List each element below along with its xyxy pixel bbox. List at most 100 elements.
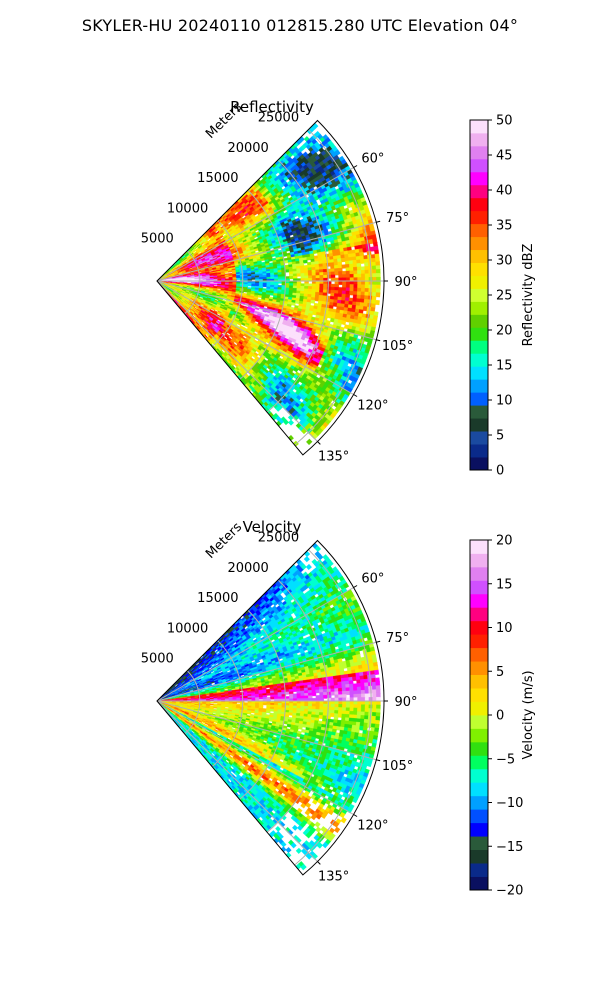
panel-title: Velocity	[243, 518, 302, 536]
radial-tick-label: 25000	[258, 111, 299, 126]
colorbar-tick-label: 50	[496, 114, 513, 129]
colorbar-tick-label: −20	[496, 884, 523, 899]
colorbar-segment	[470, 836, 488, 851]
colorbar-segment	[470, 145, 488, 160]
colorbar-tick-label: 20	[496, 534, 513, 549]
radial-tick-label: 15000	[197, 171, 238, 186]
colorbar-segment	[470, 223, 488, 238]
range-ring	[239, 609, 286, 800]
sector-outline	[156, 539, 385, 876]
reflectivity-panel: Reflectivity60°75°90°105°120°135°5000100…	[141, 98, 536, 479]
colorbar-segment	[470, 715, 488, 729]
radial-tick-label: 20000	[227, 141, 268, 156]
azimuth-tick-label: 60°	[361, 572, 384, 587]
colorbar-segment	[470, 379, 488, 393]
azimuth-gridline	[156, 221, 377, 282]
colorbar-segment	[470, 580, 488, 595]
colorbar-tick-label: −5	[496, 752, 515, 767]
azimuth-tick-label: 120°	[357, 399, 388, 414]
azimuth-gridline	[156, 167, 354, 282]
colorbar-segment	[470, 158, 488, 173]
azimuth-gridline	[156, 280, 354, 395]
colorbar-segment	[470, 768, 488, 783]
colorbar: −20 −15 −10 −5 0 5 10 15 20 Velocity (m/s)	[469, 534, 536, 899]
colorbar-segment	[470, 171, 488, 186]
colorbar-segment	[470, 728, 488, 743]
colorbar-segment	[470, 405, 488, 419]
colorbar-segment	[470, 755, 488, 770]
colorbar-segment	[470, 444, 488, 458]
colorbar-segment	[470, 120, 488, 134]
colorbar-segment	[470, 275, 488, 289]
radial-tick-label: 25000	[258, 531, 299, 546]
azimuth-tick-label: 135°	[318, 450, 349, 465]
colorbar-label: Velocity (m/s)	[521, 670, 536, 759]
colorbar-tick-label: 20	[496, 324, 513, 339]
figure-title: SKYLER-HU 20240110 012815.280 UTC Elevat…	[81, 16, 519, 35]
colorbar-segment	[470, 822, 488, 837]
azimuth-gridline	[156, 280, 377, 341]
polar-grid	[156, 129, 384, 446]
azimuth-tick-label: 75°	[386, 631, 409, 646]
radial-tick-label: 15000	[197, 591, 238, 606]
colorbar-segment	[470, 301, 488, 315]
colorbar-segment	[470, 566, 488, 581]
radial-tick-label: 10000	[167, 621, 208, 636]
range-ring	[294, 549, 372, 866]
azimuth-gridline	[156, 587, 354, 702]
colorbar-segment	[470, 674, 488, 689]
colorbar-segment	[470, 132, 488, 147]
colorbar-segment	[470, 314, 488, 328]
azimuth-tick-label: 90°	[394, 275, 417, 290]
colorbar-tick-label: 5	[496, 665, 504, 680]
radial-axis-label: Meters	[203, 520, 245, 562]
colorbar-segment	[470, 540, 488, 554]
colorbar-segment	[470, 327, 488, 341]
colorbar-segment	[470, 288, 488, 302]
colorbar-segment	[470, 876, 488, 891]
colorbar-segment	[470, 620, 488, 635]
colorbar-label: Reflectivity dBZ	[521, 244, 536, 347]
colorbar-tick-label: 0	[496, 464, 504, 479]
range-ring	[184, 250, 201, 315]
azimuth-gridline	[156, 700, 377, 761]
radial-tick-label: 10000	[167, 201, 208, 216]
radial-axis-label: Meters	[203, 100, 245, 142]
colorbar-segment	[470, 849, 488, 864]
azimuth-gridline	[156, 700, 318, 862]
range-ring	[266, 579, 329, 833]
range-ring	[239, 189, 286, 380]
colorbar-segment	[470, 661, 488, 676]
colorbar-segment	[470, 392, 488, 406]
colorbar-segment	[470, 782, 488, 797]
radar-field	[159, 122, 381, 448]
colorbar-tick-label: 10	[496, 394, 513, 409]
colorbar-tick-label: 5	[496, 429, 504, 444]
colorbar-segment	[470, 366, 488, 380]
colorbar-tick-label: 45	[496, 149, 513, 164]
colorbar-tick-label: 25	[496, 289, 513, 304]
range-ring	[294, 129, 372, 446]
colorbar-tick-label: 0	[496, 709, 504, 724]
colorbar-segment	[470, 607, 488, 622]
colorbar-segment	[470, 701, 488, 716]
colorbar-segment	[470, 688, 488, 702]
range-ring	[211, 220, 244, 348]
range-ring	[266, 159, 329, 413]
colorbar-segment	[470, 210, 488, 225]
azimuth-tick-label: 135°	[318, 870, 349, 885]
colorbar-segment	[470, 236, 488, 251]
colorbar-segment	[470, 634, 488, 649]
polar-grid	[156, 549, 384, 866]
colorbar-tick-label: −10	[496, 796, 523, 811]
range-ring	[184, 670, 201, 735]
sector-outline	[156, 119, 385, 456]
colorbar-segment	[470, 863, 488, 877]
colorbar-tick-label: 15	[496, 577, 513, 592]
colorbar-segment	[470, 647, 488, 662]
colorbar-segment	[470, 340, 488, 354]
colorbar-segment	[470, 353, 488, 367]
colorbar-tick-label: −15	[496, 840, 523, 855]
radial-tick-label: 20000	[227, 561, 268, 576]
